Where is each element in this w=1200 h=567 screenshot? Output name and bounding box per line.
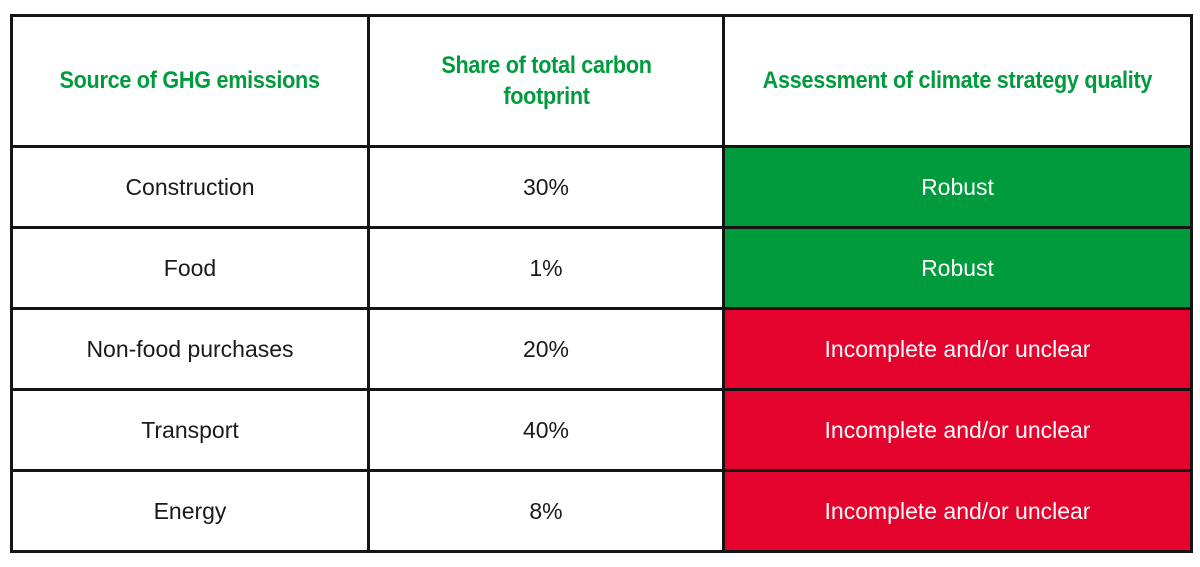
header-share-of-total-carbon-footprint: Share of total carbon footprint [367,14,725,148]
header-assessment-of-climate-strategy-quality: Assessment of climate strategy quality [722,14,1193,148]
table-row: Non-food purchases 20% Incomplete and/or… [10,307,1193,391]
assessment-cell: Incomplete and/or unclear [722,388,1193,472]
source-cell: Construction [10,145,370,229]
source-cell: Non-food purchases [10,307,370,391]
table-row: Energy 8% Incomplete and/or unclear [10,469,1193,553]
assessment-cell: Robust [722,226,1193,310]
table-row: Construction 30% Robust [10,145,1193,229]
table-row: Food 1% Robust [10,226,1193,310]
source-cell: Energy [10,469,370,553]
header-source-label: Source of GHG emissions [59,67,321,95]
header-source-of-ghg-emissions: Source of GHG emissions [10,14,370,148]
source-cell: Food [10,226,370,310]
ghg-emissions-table: Source of GHG emissions Share of total c… [10,14,1193,553]
share-cell: 40% [367,388,725,472]
header-share-label: Share of total carbon footprint [440,51,652,110]
assessment-cell: Incomplete and/or unclear [722,307,1193,391]
share-cell: 1% [367,226,725,310]
share-cell: 8% [367,469,725,553]
header-row: Source of GHG emissions Share of total c… [10,14,1193,148]
share-cell: 20% [367,307,725,391]
assessment-cell: Incomplete and/or unclear [722,469,1193,553]
assessment-cell: Robust [722,145,1193,229]
share-cell: 30% [367,145,725,229]
table-row: Transport 40% Incomplete and/or unclear [10,388,1193,472]
source-cell: Transport [10,388,370,472]
header-assessment-label: Assessment of climate strategy quality [762,67,1153,95]
